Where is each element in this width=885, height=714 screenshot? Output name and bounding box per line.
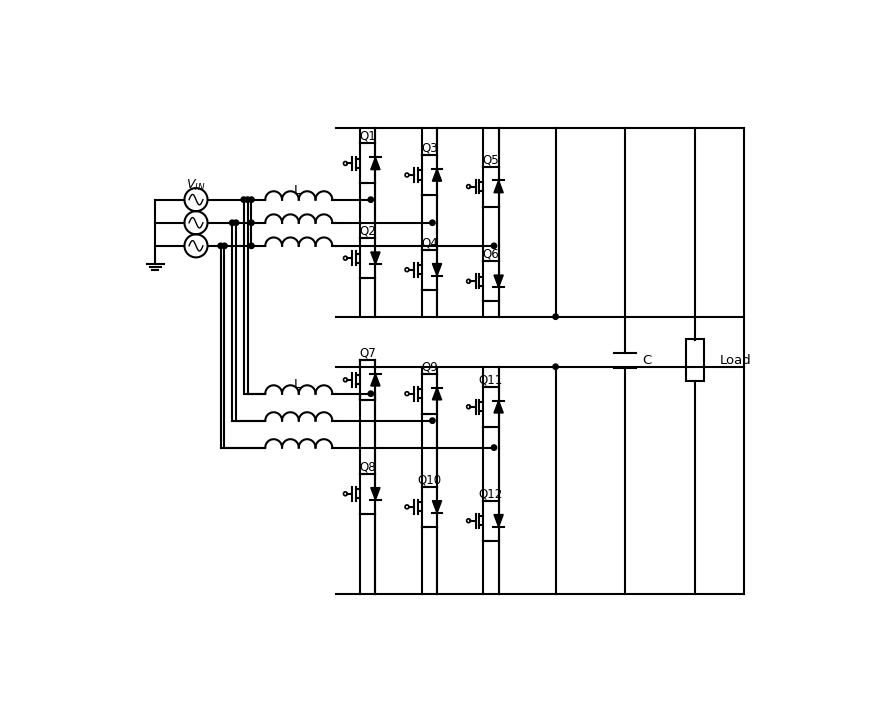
Polygon shape [371, 252, 380, 264]
Polygon shape [433, 169, 442, 181]
Circle shape [218, 243, 223, 248]
Text: Q1: Q1 [359, 130, 376, 143]
Polygon shape [371, 373, 380, 386]
Polygon shape [371, 488, 380, 500]
Circle shape [430, 418, 435, 423]
Text: L: L [294, 378, 301, 391]
Circle shape [229, 220, 235, 226]
Text: Q8: Q8 [359, 461, 376, 473]
Polygon shape [494, 181, 504, 193]
Circle shape [491, 445, 496, 451]
Polygon shape [494, 275, 504, 288]
Circle shape [491, 243, 496, 248]
Text: Load: Load [720, 354, 751, 367]
Text: Q4: Q4 [421, 236, 438, 249]
Circle shape [234, 220, 239, 226]
Circle shape [249, 243, 254, 248]
Circle shape [249, 220, 254, 226]
Text: L: L [294, 184, 301, 197]
Text: Q3: Q3 [421, 141, 437, 154]
Text: Q12: Q12 [479, 487, 503, 501]
Text: Q11: Q11 [479, 373, 503, 386]
Text: Q2: Q2 [359, 225, 376, 238]
Bar [686, 339, 704, 381]
Text: Q10: Q10 [417, 473, 442, 486]
Circle shape [553, 314, 558, 319]
Text: Q9: Q9 [421, 361, 438, 373]
Polygon shape [494, 401, 504, 413]
Circle shape [553, 364, 558, 369]
Polygon shape [433, 501, 442, 513]
Circle shape [249, 197, 254, 202]
Text: Q7: Q7 [359, 346, 376, 359]
Text: C: C [642, 354, 651, 367]
Polygon shape [433, 388, 442, 400]
Text: $V_{IN}$: $V_{IN}$ [186, 178, 205, 193]
Circle shape [430, 220, 435, 226]
Circle shape [241, 197, 246, 202]
Circle shape [222, 243, 227, 248]
Text: Q5: Q5 [482, 153, 499, 166]
Circle shape [368, 197, 373, 202]
Polygon shape [494, 515, 504, 527]
Circle shape [245, 197, 250, 202]
Polygon shape [371, 157, 380, 170]
Circle shape [368, 391, 373, 396]
Text: Q6: Q6 [482, 248, 499, 261]
Polygon shape [433, 263, 442, 276]
